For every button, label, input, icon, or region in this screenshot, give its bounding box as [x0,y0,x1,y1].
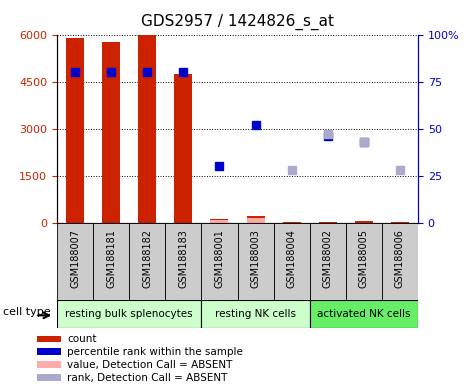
Bar [102,42,120,223]
Bar [210,219,228,223]
Bar [382,223,418,300]
Bar [37,374,61,381]
Bar [346,223,382,300]
Text: GSM188181: GSM188181 [106,229,116,288]
Bar [66,38,84,223]
Bar [310,300,418,328]
Text: value, Detection Call = ABSENT: value, Detection Call = ABSENT [67,359,233,369]
Text: GSM188003: GSM188003 [250,229,261,288]
Text: resting bulk splenocytes: resting bulk splenocytes [66,309,193,319]
Text: GSM188006: GSM188006 [395,229,405,288]
Text: cell type: cell type [3,308,50,318]
Bar [247,217,265,223]
Text: GSM188005: GSM188005 [359,229,369,288]
Bar [37,361,61,367]
Text: GSM188182: GSM188182 [142,229,152,288]
Text: GSM188007: GSM188007 [70,229,80,288]
Text: GSM188004: GSM188004 [286,229,297,288]
Bar [355,221,373,223]
Bar [174,74,192,223]
Text: count: count [67,334,97,344]
Bar [319,222,337,223]
Text: activated NK cells: activated NK cells [317,309,410,319]
Bar [274,223,310,300]
Bar [37,349,61,355]
Bar [57,300,201,328]
Bar [57,223,93,300]
Bar [37,336,61,342]
Title: GDS2957 / 1424826_s_at: GDS2957 / 1424826_s_at [141,14,334,30]
Bar [201,223,238,300]
Bar [165,223,201,300]
Text: rank, Detection Call = ABSENT: rank, Detection Call = ABSENT [67,372,228,382]
Bar [210,220,228,223]
Text: percentile rank within the sample: percentile rank within the sample [67,347,243,357]
Bar [93,223,129,300]
Text: resting NK cells: resting NK cells [215,309,296,319]
Bar [283,222,301,223]
Text: GSM188002: GSM188002 [323,229,333,288]
Bar [138,35,156,223]
Text: GSM188001: GSM188001 [214,229,225,288]
Text: GSM188183: GSM188183 [178,229,189,288]
Bar [129,223,165,300]
Bar [201,300,310,328]
Bar [310,223,346,300]
Bar [238,223,274,300]
Bar [247,218,265,223]
